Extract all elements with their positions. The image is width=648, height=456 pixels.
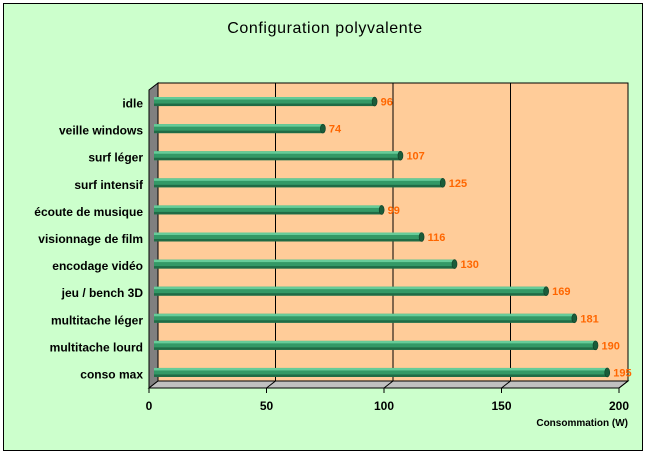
category-label: encodage vidéo [52, 259, 143, 273]
bar-highlight [154, 259, 455, 263]
x-tick-label: 100 [374, 399, 394, 413]
x-tick-label: 50 [260, 399, 274, 413]
chart-title: Configuration polyvalente [227, 20, 423, 37]
bar-end-cap [418, 232, 425, 242]
bar-highlight [154, 97, 375, 100]
category-label: surf intensif [74, 178, 144, 192]
plot-area: 0 50 100 150 200 idle 96 veille windows 74 surf l… [34, 81, 632, 413]
data-label: 125 [449, 178, 467, 190]
bar-end-cap [543, 286, 549, 296]
gridline-floor [618, 380, 629, 389]
bar [154, 367, 608, 377]
category-label: multitache lourd [50, 340, 143, 354]
bar-highlight [154, 286, 547, 290]
data-label: 74 [329, 124, 342, 136]
category-label: surf léger [88, 151, 143, 165]
gridline-floor [501, 380, 511, 389]
x-tick-label: 0 [146, 399, 153, 413]
x-axis-title: Consommation (W) [536, 418, 628, 429]
category-label: conso max [80, 367, 143, 381]
category-label: visionnage de film [38, 232, 143, 246]
gridline-floor [266, 380, 276, 389]
bar-end-cap [439, 178, 446, 188]
bar-highlight [154, 313, 575, 317]
bar [154, 232, 422, 242]
data-label: 96 [381, 97, 393, 109]
bar-end-cap [604, 367, 611, 378]
bar-shade [154, 347, 596, 350]
gridline-floor [383, 380, 394, 389]
data-label: 195 [613, 367, 631, 379]
category-label: écoute de musique [34, 205, 143, 219]
data-label: 99 [388, 205, 400, 217]
bar-highlight [154, 367, 608, 371]
data-label: 116 [428, 232, 446, 244]
data-label: 181 [580, 313, 598, 325]
bar-shade [154, 130, 323, 134]
bar [154, 124, 323, 134]
data-label: 169 [552, 286, 570, 298]
category-label: jeu / bench 3D [61, 286, 144, 300]
x-tick-label: 150 [491, 399, 511, 413]
bar-shade [154, 157, 401, 161]
bar [154, 259, 455, 269]
bar [154, 178, 443, 188]
bar-shade [154, 211, 382, 215]
category-label: veille windows [59, 124, 143, 138]
bar-highlight [154, 178, 443, 181]
bar-end-cap [397, 150, 404, 161]
bar [154, 340, 596, 350]
data-label: 130 [461, 259, 479, 271]
bar-end-cap [378, 205, 385, 215]
bar-shade [154, 103, 375, 107]
bar-highlight [154, 340, 596, 344]
bar-shade [154, 374, 608, 377]
bar-end-cap [592, 340, 599, 351]
bar-shade [154, 293, 547, 296]
bar-highlight [154, 124, 323, 127]
category-label: idle [122, 97, 143, 111]
chart-frame: Configuration polyvalente 0 50 100 150 200 id… [3, 3, 643, 451]
bar-end-cap [320, 123, 326, 134]
bar-end-cap [371, 96, 378, 107]
data-label: 190 [602, 340, 620, 352]
bar [154, 97, 375, 107]
bar-highlight [154, 205, 382, 208]
category-label: multitache léger [51, 313, 143, 327]
bar-highlight [154, 232, 422, 235]
data-label: 107 [406, 151, 424, 163]
x-tick-label: 200 [609, 399, 629, 413]
bar-chart: Configuration polyvalente 0 50 100 150 200 id… [34, 20, 632, 429]
bar-shade [154, 320, 575, 323]
bar [154, 205, 382, 215]
bar [154, 313, 575, 323]
bar [154, 151, 401, 161]
bar-end-cap [451, 259, 458, 269]
bar [154, 286, 547, 296]
bar-end-cap [571, 313, 578, 324]
bar-shade [154, 184, 443, 188]
bar-highlight [154, 151, 401, 154]
bar-shade [154, 266, 455, 269]
bar-shade [154, 239, 422, 242]
